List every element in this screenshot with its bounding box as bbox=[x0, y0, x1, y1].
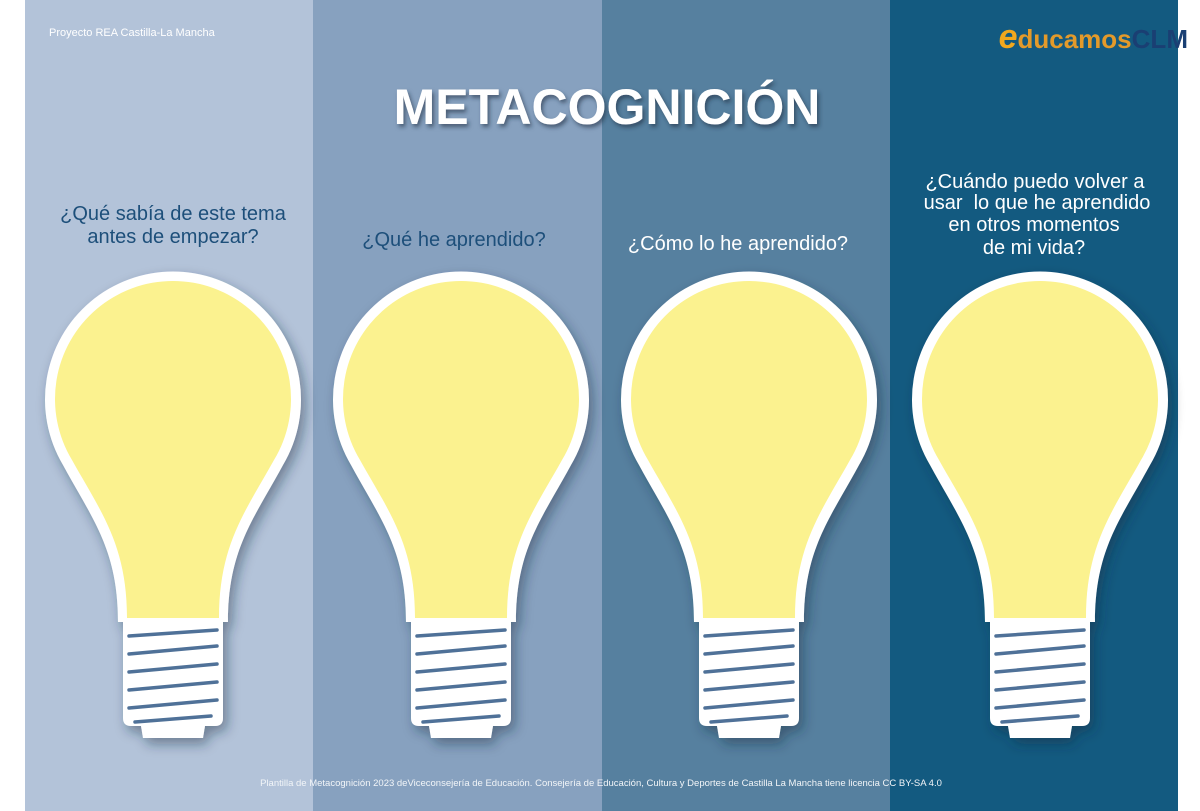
questions: ¿Qué sabía de este tema antes de empezar… bbox=[60, 171, 1150, 259]
question-line: antes de empezar? bbox=[87, 226, 258, 248]
question-line: ¿Cuándo puedo volver a bbox=[925, 171, 1145, 193]
logo-brand: CLM bbox=[1132, 24, 1188, 54]
question-line: de mi vida? bbox=[983, 237, 1085, 259]
question-line: en otros momentos bbox=[948, 214, 1119, 236]
question-line: usar lo que he aprendido bbox=[924, 192, 1151, 214]
question-line: ¿Cómo lo he aprendido? bbox=[628, 233, 848, 255]
logo-text: educamosCLM bbox=[948, 18, 1200, 56]
question-line: ¿Qué he aprendido? bbox=[362, 229, 545, 251]
title: METACOGNICIÓN bbox=[394, 79, 821, 135]
logo-word: ducamos bbox=[1018, 24, 1132, 54]
footer-license: Plantilla de Metacognición 2023 deViceco… bbox=[260, 778, 942, 789]
logo: educamosCLM bbox=[948, 18, 1200, 56]
project-label: Proyecto REA Castilla-La Mancha bbox=[49, 27, 216, 39]
question-line: ¿Qué sabía de este tema bbox=[60, 203, 287, 225]
logo-initial: e bbox=[999, 18, 1018, 56]
